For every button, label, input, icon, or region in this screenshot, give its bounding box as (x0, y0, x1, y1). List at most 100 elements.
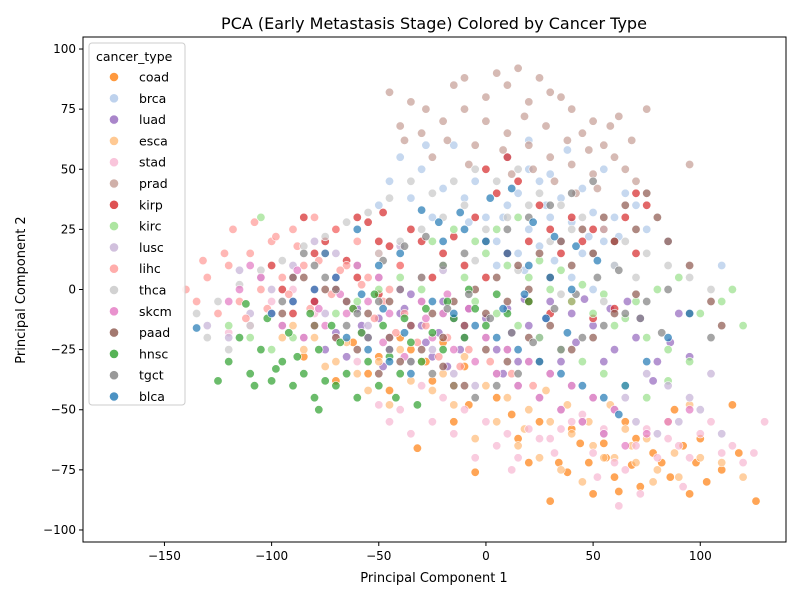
y-axis-label: Principal Component 2 (14, 216, 29, 363)
point-skcm (235, 284, 245, 294)
legend-marker-esca (109, 135, 119, 146)
point-kirc (224, 321, 234, 331)
point-coad (685, 489, 695, 499)
point-brca (577, 248, 587, 258)
point-blca (567, 284, 577, 294)
point-hnsc (378, 321, 388, 331)
point-coad (702, 477, 712, 487)
point-thca (202, 333, 212, 343)
point-tgct (442, 304, 452, 314)
point-skcm (224, 296, 234, 306)
point-skcm (642, 429, 652, 439)
point-blca (352, 224, 362, 234)
point-stad (470, 453, 480, 463)
point-thca (406, 176, 416, 186)
point-prad (541, 121, 551, 131)
point-hnsc (267, 376, 277, 386)
point-thca (706, 284, 716, 294)
point-lihc (224, 260, 234, 270)
point-hnsc (250, 381, 260, 391)
point-kirc (642, 393, 652, 403)
point-paad (545, 321, 555, 331)
point-brca (492, 236, 502, 246)
point-paad (717, 321, 727, 331)
point-luad (631, 333, 641, 343)
point-prad (438, 116, 448, 126)
point-paad (609, 308, 619, 318)
point-thca (192, 308, 202, 318)
legend-label-luad: luad (139, 112, 166, 127)
point-thca (556, 200, 566, 210)
point-esca (541, 385, 551, 395)
point-kirp (534, 200, 544, 210)
legend-label-brca: brca (139, 91, 166, 106)
point-lihc (256, 284, 266, 294)
point-skcm (352, 260, 362, 270)
point-brca (406, 193, 416, 203)
point-kirp (288, 308, 298, 318)
point-brca (513, 188, 523, 198)
point-skcm (292, 265, 302, 275)
point-kirc (481, 248, 491, 258)
point-tgct (421, 232, 431, 242)
point-skcm (556, 405, 566, 415)
point-tgct (374, 296, 384, 306)
point-blca (427, 296, 437, 306)
point-stad (549, 448, 559, 458)
point-tgct (299, 248, 309, 258)
point-paad (363, 308, 373, 318)
point-esca (567, 429, 577, 439)
point-blca (384, 357, 394, 367)
point-prad (442, 135, 452, 145)
point-brca (545, 169, 555, 179)
point-paad (706, 296, 716, 306)
point-prad (534, 73, 544, 83)
point-lihc (241, 313, 251, 323)
point-esca (652, 465, 662, 475)
point-tgct (545, 200, 555, 210)
point-esca (577, 477, 587, 487)
point-thca (374, 248, 384, 258)
point-lusc (695, 405, 705, 415)
point-thca (363, 208, 373, 218)
legend-label-tgct: tgct (139, 368, 164, 383)
point-esca (562, 400, 572, 410)
point-kirc (674, 272, 684, 282)
point-kirp (631, 248, 641, 258)
point-thca (642, 248, 652, 258)
point-skcm (245, 260, 255, 270)
point-stad (567, 417, 577, 427)
legend-label-thca: thca (139, 283, 166, 298)
point-kirp (352, 212, 362, 222)
point-kirp (481, 272, 491, 282)
point-kirc (685, 357, 695, 367)
point-kirc (556, 265, 566, 275)
point-brca (502, 200, 512, 210)
point-stad (534, 434, 544, 444)
point-tgct (309, 260, 319, 270)
point-prad (685, 160, 695, 170)
point-paad (620, 200, 630, 210)
point-skcm (314, 304, 324, 314)
point-hnsc (399, 313, 409, 323)
point-blca (685, 308, 695, 318)
point-stad (663, 434, 673, 444)
point-blca (492, 333, 502, 343)
point-luad (524, 321, 534, 331)
point-kirp (438, 248, 448, 258)
point-lihc (528, 381, 538, 391)
point-hnsc (235, 333, 245, 343)
point-thca (427, 188, 437, 198)
point-kirc (470, 236, 480, 246)
point-tgct (567, 188, 577, 198)
point-kirp (588, 224, 598, 234)
point-stad (717, 448, 727, 458)
point-paad (320, 284, 330, 294)
point-esca (299, 345, 309, 355)
point-kirc (609, 321, 619, 331)
point-paad (609, 236, 619, 246)
point-luad (556, 357, 566, 367)
legend-marker-coad (109, 72, 119, 82)
legend-entries: coad brca luad esca stad prad kirp kirc lusc lihc… (109, 70, 172, 404)
point-lusc (427, 345, 437, 355)
